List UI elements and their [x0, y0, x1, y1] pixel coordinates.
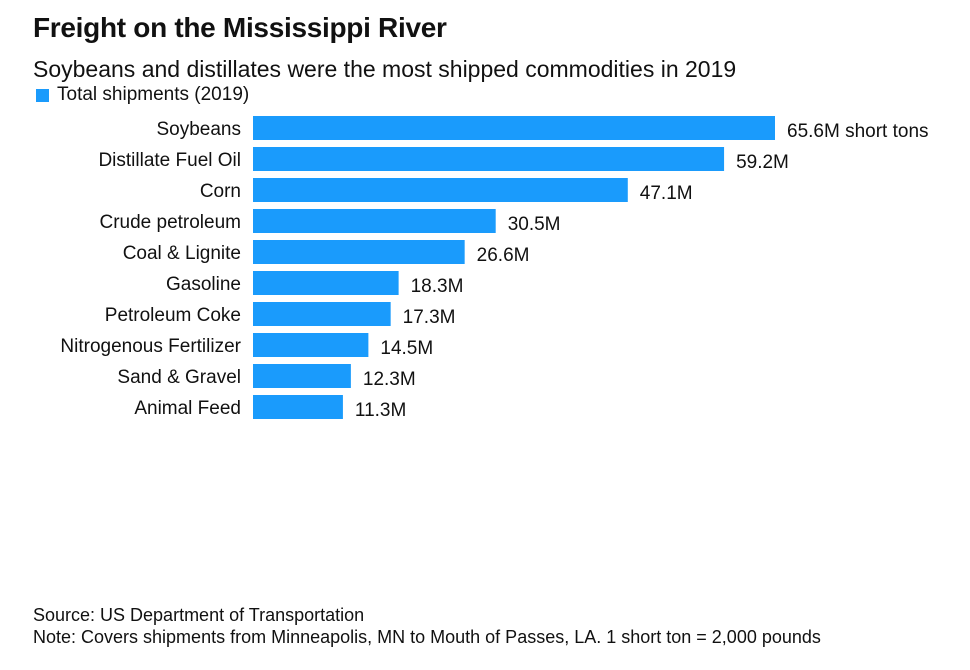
category-label: Nitrogenous Fertilizer — [60, 336, 241, 357]
bar — [253, 147, 725, 171]
category-label: Sand & Gravel — [117, 367, 241, 388]
legend-swatch — [36, 88, 49, 102]
category-label: Distillate Fuel Oil — [98, 150, 241, 171]
bar — [253, 333, 369, 357]
data-label: 65.6M short tons — [787, 121, 929, 142]
chart-footer: Source: US Department of Transportation … — [33, 604, 821, 648]
chart-subtitle: Soybeans and distillates were the most s… — [33, 56, 737, 82]
category-label: Coal & Lignite — [123, 243, 241, 264]
bar-chart: Soybeans 65.6M short tons Distillate Fuel … — [60, 116, 929, 421]
data-label: 11.3M — [355, 400, 406, 421]
chart-title: Freight on the Mississippi River — [33, 12, 447, 43]
data-label: 18.3M — [411, 276, 464, 297]
category-label: Crude petroleum — [99, 212, 241, 233]
bar — [253, 364, 351, 388]
bar — [253, 302, 391, 326]
bar — [253, 395, 343, 419]
data-label: 14.5M — [380, 338, 433, 359]
data-label: 59.2M — [736, 152, 789, 173]
category-label: Animal Feed — [134, 398, 241, 419]
bar — [253, 271, 399, 295]
bar — [253, 116, 775, 140]
bar — [253, 178, 628, 202]
data-label: 30.5M — [508, 214, 561, 235]
category-label: Corn — [200, 181, 241, 202]
category-label: Gasoline — [166, 274, 241, 295]
footnote: Note: Covers shipments from Minneapolis,… — [33, 627, 821, 647]
data-label: 12.3M — [363, 369, 416, 390]
bar — [253, 209, 496, 233]
data-label: 26.6M — [477, 245, 530, 266]
source-note: Source: US Department of Transportation — [33, 605, 365, 625]
bar — [253, 240, 465, 264]
chart-legend: Total shipments (2019) — [33, 83, 249, 107]
category-label: Petroleum Coke — [105, 305, 241, 326]
legend-label: Total shipments (2019) — [57, 84, 250, 105]
category-label: Soybeans — [156, 119, 241, 140]
data-label: 47.1M — [640, 183, 693, 204]
data-label: 17.3M — [403, 307, 456, 328]
